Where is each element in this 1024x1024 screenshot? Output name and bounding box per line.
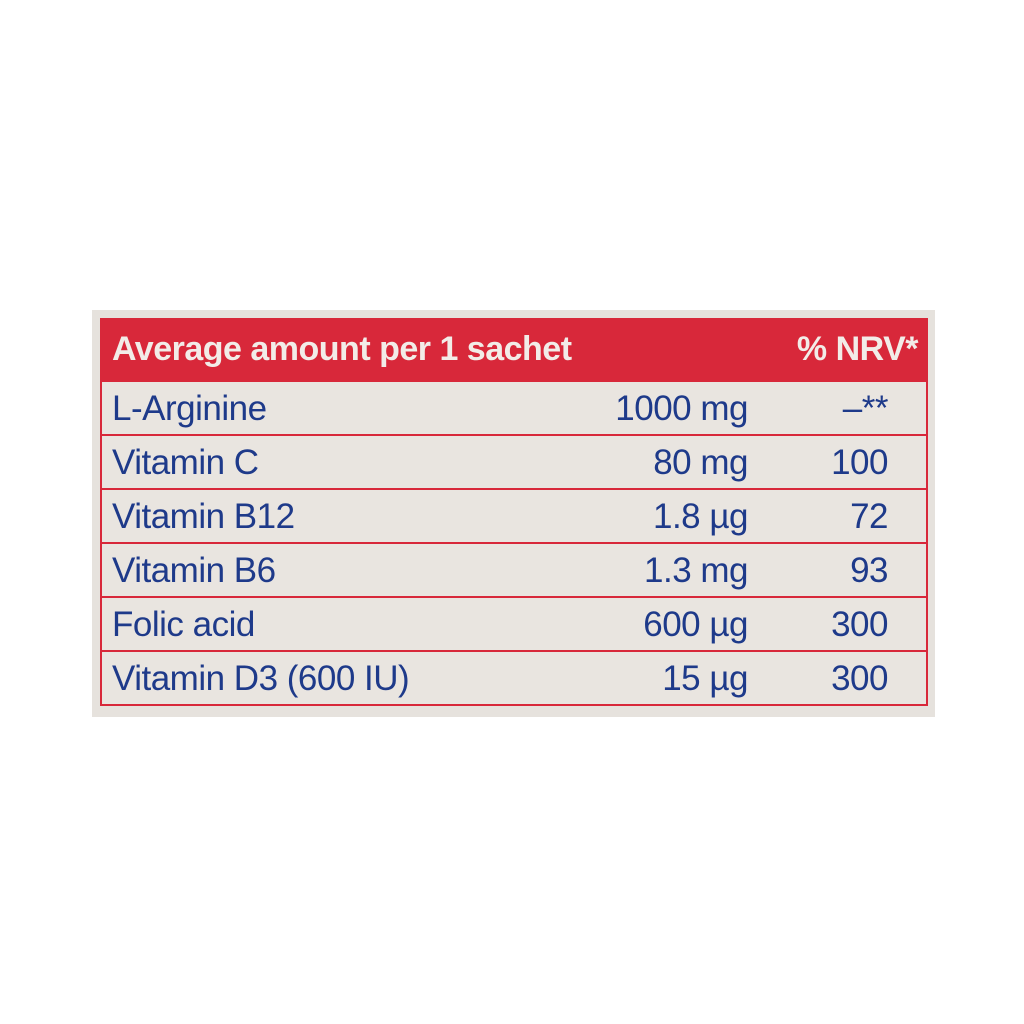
table-row: Vitamin B12 1.8 µg 72 (102, 488, 926, 542)
header-nrv-label: % NRV* (796, 330, 919, 368)
table-row: L-Arginine 1000 mg –** (102, 380, 926, 434)
nutrient-name: Vitamin B12 (112, 497, 295, 536)
nutrient-nrv: 93 (850, 551, 888, 590)
nutrient-amount: 600 µg (643, 605, 748, 644)
table-row: Vitamin C 80 mg 100 (102, 434, 926, 488)
nutrient-name: Vitamin B6 (112, 551, 276, 590)
nutrient-nrv: 100 (831, 443, 888, 482)
table-row: Vitamin B6 1.3 mg 93 (102, 542, 926, 596)
nutrient-name: Vitamin C (112, 443, 259, 482)
nutrition-label: Average amount per 1 sachet % NRV* L-Arg… (92, 310, 935, 717)
nutrient-name: Folic acid (112, 605, 255, 644)
nutrient-amount: 1.8 µg (652, 497, 749, 536)
header-amount-label: Average amount per 1 sachet (112, 330, 572, 368)
nutrition-table: Average amount per 1 sachet % NRV* L-Arg… (100, 318, 928, 706)
nutrient-amount: 1.3 mg (644, 551, 749, 590)
nutrient-amount: 1000 mg (615, 389, 748, 428)
nutrient-name: L-Arginine (112, 389, 267, 428)
nutrient-nrv: 300 (831, 605, 888, 644)
nutrient-name: Vitamin D3 (600 IU) (112, 659, 410, 698)
table-header: Average amount per 1 sachet % NRV* (102, 318, 926, 380)
nutrient-nrv: –** (842, 389, 889, 428)
nutrient-amount: 80 mg (653, 443, 748, 482)
table-row: Folic acid 600 µg 300 (102, 596, 926, 650)
table-row: Vitamin D3 (600 IU) 15 µg 300 (102, 650, 926, 704)
nutrient-nrv: 300 (831, 659, 888, 698)
nutrient-nrv: 72 (850, 497, 888, 536)
nutrient-amount: 15 µg (662, 659, 748, 698)
